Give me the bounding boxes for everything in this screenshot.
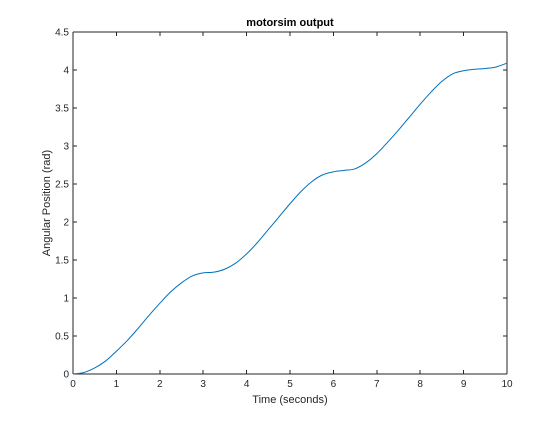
x-tick-label: 1 [114,379,120,390]
plot-area: 0 1 2 3 4 5 6 7 8 9 10 0 0.5 1 1.5 2 2.5 3 3.5 4 4.5 [55,28,513,391]
x-tick-label: 9 [461,379,467,390]
x-tick-label: 4 [244,379,250,390]
x-tick-label: 8 [417,379,423,390]
y-tick-label: 4 [63,66,69,77]
y-tick-label: 2 [63,218,69,229]
x-axis-label: Time (seconds) [252,394,327,406]
x-tick-label: 3 [200,379,206,390]
x-tick-label: 0 [70,379,76,390]
y-tick-label: 0 [63,370,69,381]
x-tick-label: 6 [331,379,337,390]
y-tick-label: 3.5 [55,104,69,115]
y-axis-label: Angular Position (rad) [41,150,53,256]
x-tick-label: 10 [501,379,513,390]
x-tick-label: 2 [157,379,163,390]
x-tick-label: 7 [374,379,380,390]
x-tick-label: 5 [287,379,293,390]
y-tick-label: 4.5 [55,28,69,39]
y-tick-label: 1 [63,294,69,305]
y-tick-label: 3 [63,142,69,153]
chart-title: motorsim output [246,17,334,29]
series-line [72,62,508,375]
y-tick-label: 0.5 [55,332,69,343]
y-tick-label: 1.5 [55,256,69,267]
y-tick-label: 2.5 [55,180,69,191]
